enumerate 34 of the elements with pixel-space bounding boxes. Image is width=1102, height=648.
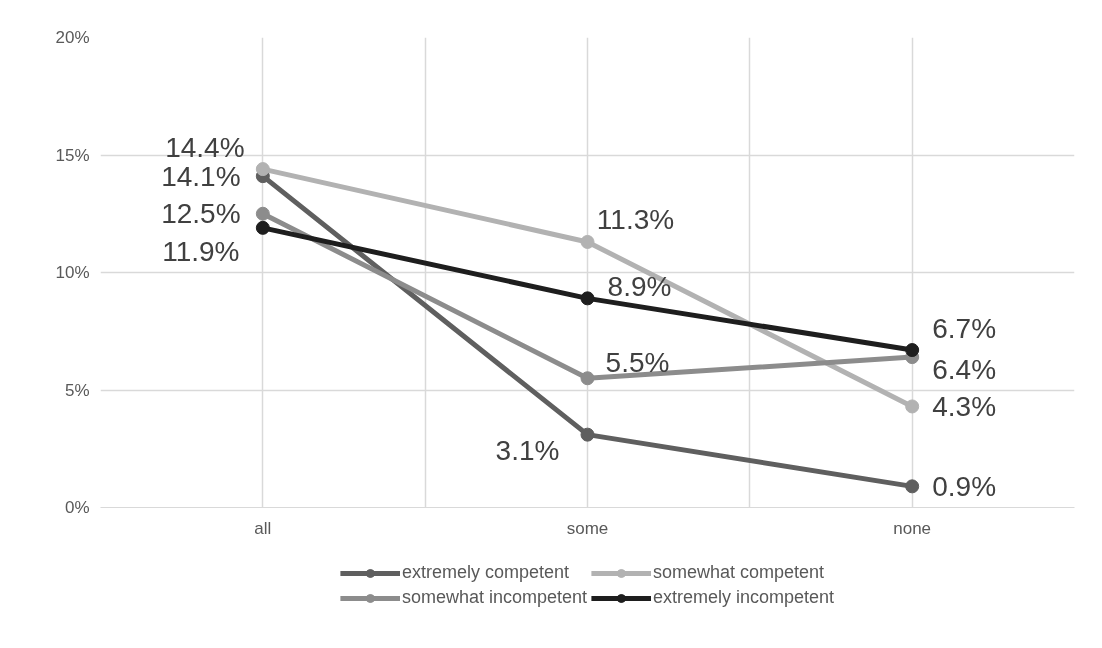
point — [905, 343, 920, 358]
data-label: 6.7% — [932, 312, 997, 344]
point — [255, 220, 270, 235]
data-label: 4.3% — [932, 390, 997, 422]
point — [580, 234, 595, 249]
legend-label: somewhat incompetent — [401, 587, 588, 608]
point — [255, 206, 270, 221]
point — [580, 291, 595, 306]
data-label: 3.1% — [495, 435, 560, 467]
point — [580, 371, 595, 386]
y-tick-label: 5% — [64, 380, 90, 400]
data-label: 6.4% — [932, 353, 997, 385]
y-tick-label: 0% — [64, 498, 90, 517]
data-label: 0.9% — [932, 470, 997, 502]
data-label: 12.5% — [161, 198, 241, 230]
data-label: 11.3% — [596, 204, 675, 236]
data-label: 8.9% — [607, 270, 672, 302]
data-label: 11.9% — [162, 236, 240, 268]
legend-label: somewhat competent — [653, 562, 825, 583]
x-tick-label: none — [893, 518, 932, 538]
legend-label: extremely incompetent — [653, 587, 835, 608]
x-tick-label: some — [566, 518, 609, 538]
y-tick-label: 10% — [55, 263, 90, 282]
point — [905, 399, 920, 414]
data-label: 5.5% — [605, 346, 670, 378]
y-tick-label: 15% — [55, 145, 90, 165]
x-tick-label: all — [254, 518, 272, 538]
y-tick-label: 20% — [55, 28, 90, 47]
point — [255, 162, 270, 177]
legend-label: extremely competent — [401, 562, 569, 583]
point — [580, 427, 595, 442]
data-label: 14.4% — [165, 131, 245, 163]
point — [905, 479, 920, 494]
data-label: 14.1% — [161, 160, 241, 192]
